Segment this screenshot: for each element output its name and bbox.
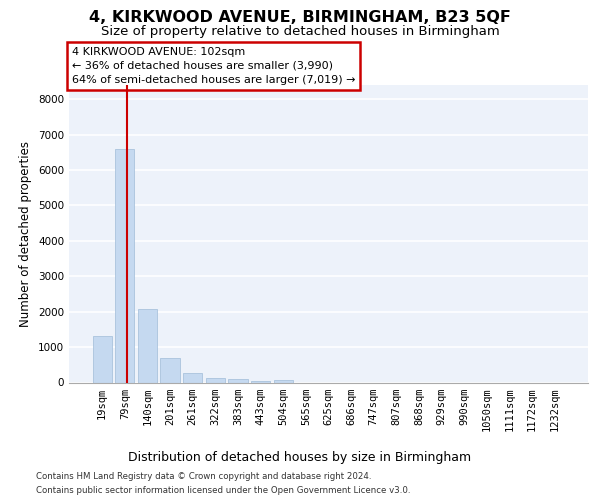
Text: 4, KIRKWOOD AVENUE, BIRMINGHAM, B23 5QF: 4, KIRKWOOD AVENUE, BIRMINGHAM, B23 5QF [89, 10, 511, 25]
Bar [183, 373, 202, 382]
Bar [251, 380, 270, 382]
Bar [160, 358, 180, 382]
Y-axis label: Number of detached properties: Number of detached properties [19, 141, 32, 327]
Bar [229, 380, 248, 382]
Text: Distribution of detached houses by size in Birmingham: Distribution of detached houses by size … [128, 451, 472, 464]
Bar [138, 309, 157, 382]
Text: 4 KIRKWOOD AVENUE: 102sqm
← 36% of detached houses are smaller (3,990)
64% of se: 4 KIRKWOOD AVENUE: 102sqm ← 36% of detac… [71, 47, 355, 85]
Bar [274, 380, 293, 382]
Bar [206, 378, 225, 382]
Bar [115, 149, 134, 382]
Bar [92, 336, 112, 382]
Text: Contains public sector information licensed under the Open Government Licence v3: Contains public sector information licen… [36, 486, 410, 495]
Text: Size of property relative to detached houses in Birmingham: Size of property relative to detached ho… [101, 25, 499, 38]
Text: Contains HM Land Registry data © Crown copyright and database right 2024.: Contains HM Land Registry data © Crown c… [36, 472, 371, 481]
